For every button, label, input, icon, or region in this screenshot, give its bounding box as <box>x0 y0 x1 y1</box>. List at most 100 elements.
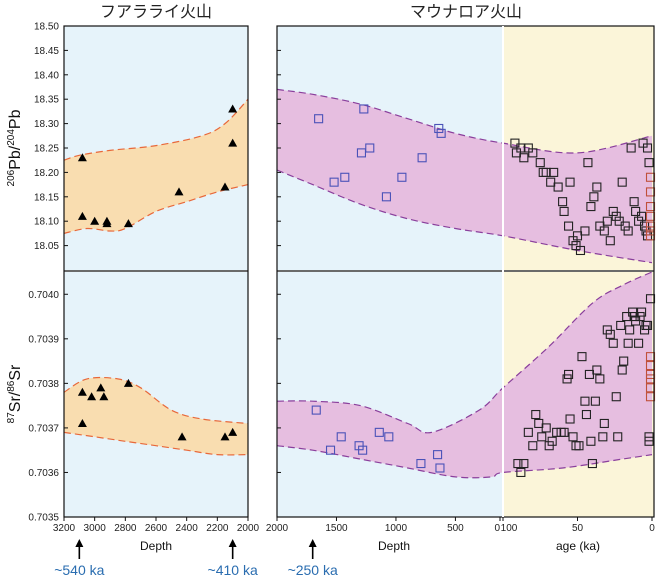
maunaloa-sr-age-point <box>619 356 629 366</box>
maunaloa-sr-age-point <box>519 458 529 469</box>
maunaloa-depth-x-tick-label: 1000 <box>385 523 408 534</box>
maunaloa-pb-age-point <box>519 153 529 163</box>
hualalai-x-tick-label: 3200 <box>53 523 76 534</box>
hualalai-sr-point <box>96 383 106 392</box>
maunaloa-pb-age-point <box>592 182 602 192</box>
maunaloa-sr-age-point <box>634 338 644 348</box>
maunaloa-pb-band-lower-line <box>276 169 653 264</box>
maunaloa-sr-age-point <box>564 369 574 380</box>
hualalai-pb-point <box>90 216 100 225</box>
maunaloa-pb-band-upper-line <box>276 88 653 154</box>
maunaloa-sr-band-lower-line <box>276 445 653 479</box>
annotation-arrow-head <box>75 539 84 547</box>
maunaloa-pb-age-point <box>629 197 639 207</box>
pb-y-tick-label: 18.05 <box>34 241 59 252</box>
annotation-label: ~540 ka <box>54 562 104 578</box>
age-x-tick-label: 50 <box>572 523 584 534</box>
maunaloa-sr-depth-bg <box>277 272 503 517</box>
maunaloa-sr-age-point <box>523 427 533 437</box>
hualalai-pb-point <box>174 187 184 196</box>
maunaloa-sr-age-point <box>577 352 587 362</box>
hualalai-sr-band-upper-line <box>63 376 249 425</box>
maunaloa-pb-age-point <box>510 138 520 148</box>
axis-ticks: 18.05 18.10 18.15 18.20 18.25 18.30 18.35 18.40… <box>28 22 655 535</box>
hualalai-pb-band-lower-line <box>63 184 249 234</box>
maunaloa-pb-age-point <box>620 221 630 231</box>
maunaloa-depth-x-tick-label: 0 <box>494 523 500 534</box>
maunaloa-pb-age-point <box>626 143 636 153</box>
maunaloa-pb-depth-point <box>329 177 339 187</box>
maunaloa-sr-age-point <box>565 414 575 424</box>
maunaloa-pb-age-point <box>586 202 596 212</box>
maunaloa-sr-age-point <box>608 338 618 348</box>
maunaloa-sr-age-point <box>613 432 623 442</box>
hualalai-x-tick-label: 2000 <box>237 523 260 534</box>
maunaloa-pb-age-point <box>644 158 654 168</box>
maunaloa-pb-depth-point <box>436 128 446 138</box>
maunaloa-sr-age-point <box>642 320 653 331</box>
sr-label-sup1: 87 <box>6 412 17 424</box>
maunaloa-sr-age-point <box>590 396 600 406</box>
sr-label-sup2: 86 <box>6 380 17 392</box>
pb-y-tick-label: 18.35 <box>34 95 59 106</box>
hualalai-x-tick-label: 2800 <box>114 523 137 534</box>
hualalai-sr-point <box>99 392 109 401</box>
age-annotations: ~540 ka ~410 ka ~250 ka <box>54 539 338 578</box>
maunaloa-sr-age-point <box>623 338 633 348</box>
sr-label-main1: Sr/ <box>7 391 24 412</box>
maunaloa-sr-age-point <box>616 320 626 331</box>
hualalai-sr-point <box>77 418 87 427</box>
maunaloa-sr-depth-point <box>336 432 346 442</box>
hualalai-sr-point <box>87 392 97 401</box>
sr-y-axis-label: 87Sr/86Sr <box>6 364 24 423</box>
pb-y-tick-label: 18.25 <box>34 144 59 155</box>
maunaloa-pb-age-point <box>639 221 650 231</box>
maunaloa-sr-depth-point <box>384 432 394 442</box>
maunaloa-pb-age-point <box>634 216 644 226</box>
maunaloa-sr-age-point <box>531 409 541 420</box>
maunaloa-sr-age-point <box>547 436 557 446</box>
maunaloa-pb-age-point <box>549 167 559 177</box>
maunaloa-depth-x-tick-label: 2000 <box>266 523 289 534</box>
maunaloa-pb-age-point <box>637 211 647 221</box>
maunaloa-sr-age-point <box>574 441 584 451</box>
maunaloa-sr-age-point <box>611 392 621 402</box>
maunaloa-sr-age-point <box>513 458 523 469</box>
maunaloa-pb-depth-point <box>356 148 367 158</box>
hualalai-sr-point <box>77 387 87 396</box>
maunaloa-pb-depth-point <box>314 114 324 124</box>
hualalai-x-tick-label: 2600 <box>145 523 168 534</box>
maunaloa-sr-depth-point <box>358 445 368 455</box>
maunaloa-sr-age-point <box>587 458 597 469</box>
maunaloa-pb-age-point <box>546 177 556 187</box>
hualalai-sr-band-lower-line <box>63 431 249 456</box>
maunaloa-pb-age-point <box>614 216 624 226</box>
pb-label-main1: Pb/ <box>7 145 24 170</box>
pb-y-tick-label: 18.15 <box>34 192 59 203</box>
maunaloa-sr-age-point <box>528 441 538 451</box>
hualalai-pb-point <box>220 182 230 191</box>
maunaloa-sr-depth-point <box>311 405 321 415</box>
maunaloa-sr-depth-point <box>325 445 336 455</box>
maunaloa-pb-age-point <box>575 245 586 256</box>
maunaloa-pb-age-point <box>541 167 551 177</box>
maunaloa-sr-age-point <box>644 436 654 446</box>
hualalai-pb-point <box>77 153 87 162</box>
annotation-label: ~250 ka <box>288 562 338 578</box>
pb-y-tick-label: 18.40 <box>34 70 59 81</box>
maunaloa-sr-age-point <box>568 432 578 442</box>
maunaloa-sr-depth-point <box>374 427 384 437</box>
maunaloa-sr-age-point <box>598 432 608 442</box>
hualalai-title: フアラライ火山 <box>100 2 212 21</box>
maunaloa-pb-age-point <box>623 226 633 236</box>
maunaloa-sr-age-point <box>580 396 590 406</box>
maunaloa-sr-age-point <box>537 432 547 442</box>
hualalai-pb-band-upper-line <box>63 98 249 161</box>
maunaloa-pb-age-point <box>564 221 574 231</box>
hualalai-sr-point <box>123 378 133 387</box>
maunaloa-title: マウナロア火山 <box>410 2 522 21</box>
maunaloa-pb-depth-point <box>417 153 427 163</box>
hualalai-x-tick-label: 2400 <box>176 523 199 534</box>
maunaloa-depth-x-tick-label: 500 <box>447 523 464 534</box>
maunaloa-pb-age-point <box>642 143 653 153</box>
